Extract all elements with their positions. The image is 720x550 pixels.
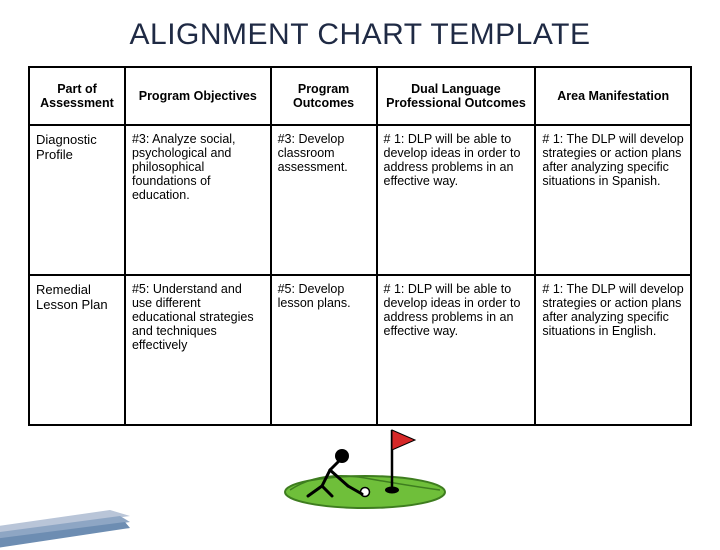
cell-part: Diagnostic Profile — [29, 125, 125, 275]
col-header-dlp: Dual Language Professional Outcomes — [377, 67, 536, 125]
table-row: Remedial Lesson Plan #5: Understand and … — [29, 275, 691, 425]
col-header-area: Area Manifestation — [535, 67, 691, 125]
table-header-row: Part of Assessment Program Objectives Pr… — [29, 67, 691, 125]
accent-wedge-icon — [0, 510, 130, 550]
col-header-part: Part of Assessment — [29, 67, 125, 125]
cell-dlp: # 1: DLP will be able to develop ideas i… — [377, 125, 536, 275]
cell-area: # 1: The DLP will develop strategies or … — [535, 275, 691, 425]
cell-objectives: #3: Analyze social, psychological and ph… — [125, 125, 271, 275]
cell-dlp: # 1: DLP will be able to develop ideas i… — [377, 275, 536, 425]
page-title: ALIGNMENT CHART TEMPLATE — [28, 18, 692, 52]
alignment-table: Part of Assessment Program Objectives Pr… — [28, 66, 692, 426]
cell-objectives: #5: Understand and use different educati… — [125, 275, 271, 425]
table-row: Diagnostic Profile #3: Analyze social, p… — [29, 125, 691, 275]
col-header-outcomes: Program Outcomes — [271, 67, 377, 125]
col-header-objectives: Program Objectives — [125, 67, 271, 125]
cell-outcomes: #3: Develop classroom assessment. — [271, 125, 377, 275]
cell-outcomes: #5: Develop lesson plans. — [271, 275, 377, 425]
cell-part: Remedial Lesson Plan — [29, 275, 125, 425]
cell-area: # 1: The DLP will develop strategies or … — [535, 125, 691, 275]
